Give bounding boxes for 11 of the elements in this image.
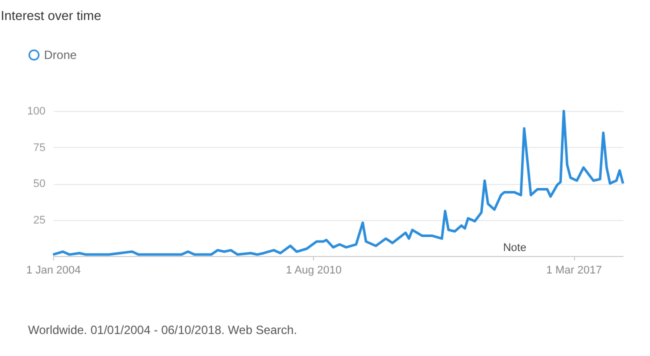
- x-tick-label: 1 Jan 2004: [26, 264, 81, 276]
- chart-title: Interest over time: [0, 8, 102, 23]
- y-tick-label: 25: [33, 214, 46, 226]
- x-tick-label: 1 Mar 2017: [546, 264, 602, 276]
- text: Worldwide. 01/01/2004 - 06/10/2018. Web Search.: [28, 323, 298, 337]
- y-tick-label: 100: [27, 106, 46, 118]
- y-tick-label: 75: [33, 142, 46, 154]
- annotation: Note: [503, 242, 526, 254]
- y-tick-label: 50: [33, 178, 46, 190]
- x-tick-label: 1 Aug 2010: [286, 264, 342, 276]
- legend-label: Drone: [44, 48, 78, 62]
